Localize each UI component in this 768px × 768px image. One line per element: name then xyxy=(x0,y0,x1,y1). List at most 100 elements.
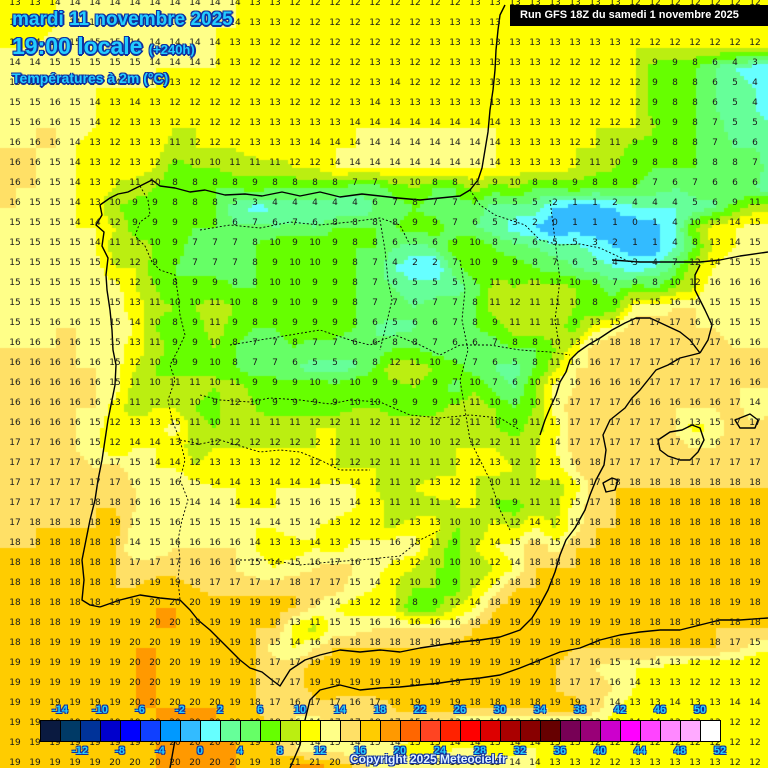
legend-swatch xyxy=(121,721,141,741)
legend-swatch xyxy=(81,721,101,741)
legend-swatch xyxy=(381,721,401,741)
legend-swatch xyxy=(301,721,321,741)
legend-swatch xyxy=(61,721,81,741)
legend-label-bottom: -4 xyxy=(155,745,165,757)
border-region-4 xyxy=(459,259,511,531)
border-region-3 xyxy=(199,394,521,431)
legend-label-bottom: 52 xyxy=(713,745,727,757)
variable-title: Températures à 2m (°C) xyxy=(12,70,169,86)
legend-swatch xyxy=(621,721,641,741)
border-pyrenees xyxy=(469,189,650,263)
legend-label-top: 30 xyxy=(493,704,507,716)
copyright-text: Copyright 2025 Meteociel.fr xyxy=(350,752,507,766)
legend-label-top: 10 xyxy=(293,704,307,716)
coastline-north-africa xyxy=(289,617,768,768)
legend-label-bottom: 8 xyxy=(276,745,284,757)
legend-swatch xyxy=(421,721,441,741)
legend-label-top: 6 xyxy=(256,704,264,716)
legend-swatch xyxy=(681,721,701,741)
legend-swatch xyxy=(201,721,221,741)
legend-swatch xyxy=(481,721,501,741)
legend-swatch xyxy=(641,721,661,741)
legend-label-bottom: -12 xyxy=(72,745,88,757)
legend-label-top: 14 xyxy=(333,704,347,716)
legend-swatch xyxy=(581,721,601,741)
legend-swatch xyxy=(41,721,61,741)
legend-swatch xyxy=(161,721,181,741)
legend-swatch xyxy=(101,721,121,741)
legend-swatch xyxy=(361,721,381,741)
legend-swatch xyxy=(281,721,301,741)
legend-label-top: 2 xyxy=(216,704,224,716)
legend-swatch xyxy=(321,721,341,741)
legend-label-top: 50 xyxy=(693,704,707,716)
legend-swatch xyxy=(341,721,361,741)
legend-label-top: -10 xyxy=(92,704,108,716)
legend-label-top: 18 xyxy=(373,704,387,716)
legend-swatch xyxy=(661,721,681,741)
legend-label-bottom: -8 xyxy=(115,745,125,757)
legend-swatch xyxy=(601,721,621,741)
forecast-time: 19:00 locale (+240h) xyxy=(12,33,195,60)
legend-label-bottom: 32 xyxy=(513,745,527,757)
legend-label-top: 26 xyxy=(453,704,467,716)
legend-swatch xyxy=(221,721,241,741)
legend-swatch xyxy=(441,721,461,741)
legend-label-top: -6 xyxy=(135,704,145,716)
legend-label-bottom: 44 xyxy=(633,745,647,757)
legend-label-bottom: 20 xyxy=(393,745,407,757)
legend-label-top: 22 xyxy=(413,704,427,716)
legend-swatch xyxy=(521,721,541,741)
legend-swatch xyxy=(561,721,581,741)
legend-label-bottom: 16 xyxy=(353,745,367,757)
legend-label-top: -14 xyxy=(52,704,68,716)
legend-label-bottom: 48 xyxy=(673,745,687,757)
island-ibiza xyxy=(602,477,619,493)
coastline-east-spain xyxy=(539,317,701,436)
forecast-local-time: 19:00 locale xyxy=(12,33,143,59)
coastline-north-spain xyxy=(99,4,506,206)
legend-swatch xyxy=(541,721,561,741)
legend-swatch xyxy=(701,721,720,741)
border-spain-portugal xyxy=(134,185,189,601)
legend-label-top: 42 xyxy=(613,704,627,716)
legend-swatch xyxy=(241,721,261,741)
legend-label-bottom: 4 xyxy=(236,745,244,757)
legend-label-bottom: 28 xyxy=(473,745,487,757)
coastline-east-spain-2 xyxy=(694,264,713,354)
island-menorca xyxy=(734,413,759,429)
forecast-lead-time: (+240h) xyxy=(148,42,195,57)
run-banner: Run GFS 18Z du samedi 1 novembre 2025 xyxy=(510,5,768,26)
border-region-2 xyxy=(229,329,571,356)
coastline-france-med xyxy=(611,251,768,263)
border-region-7 xyxy=(549,199,561,351)
legend-swatch xyxy=(461,721,481,741)
legend-label-bottom: 24 xyxy=(433,745,447,757)
legend-swatch xyxy=(181,721,201,741)
border-region-8 xyxy=(379,219,393,351)
border-region-1 xyxy=(199,217,411,246)
island-mallorca xyxy=(657,424,705,461)
legend-label-bottom: 40 xyxy=(593,745,607,757)
coastline-portugal xyxy=(81,204,117,608)
coastline-south-spain xyxy=(99,352,701,687)
legend-swatch xyxy=(401,721,421,741)
legend-label-top: 34 xyxy=(533,704,547,716)
legend-label-top: -2 xyxy=(175,704,185,716)
border-region-5 xyxy=(240,529,441,566)
legend-swatch xyxy=(261,721,281,741)
legend-swatch xyxy=(141,721,161,741)
legend-label-bottom: 12 xyxy=(313,745,327,757)
legend-label-bottom: 36 xyxy=(553,745,567,757)
border-region-6 xyxy=(179,439,370,471)
legend-label-top: 38 xyxy=(573,704,587,716)
forecast-date: mardi 11 novembre 2025 xyxy=(12,9,233,30)
legend-label-top: 46 xyxy=(653,704,667,716)
color-scale-legend xyxy=(40,720,721,742)
legend-swatch xyxy=(501,721,521,741)
legend-label-bottom: 0 xyxy=(196,745,204,757)
